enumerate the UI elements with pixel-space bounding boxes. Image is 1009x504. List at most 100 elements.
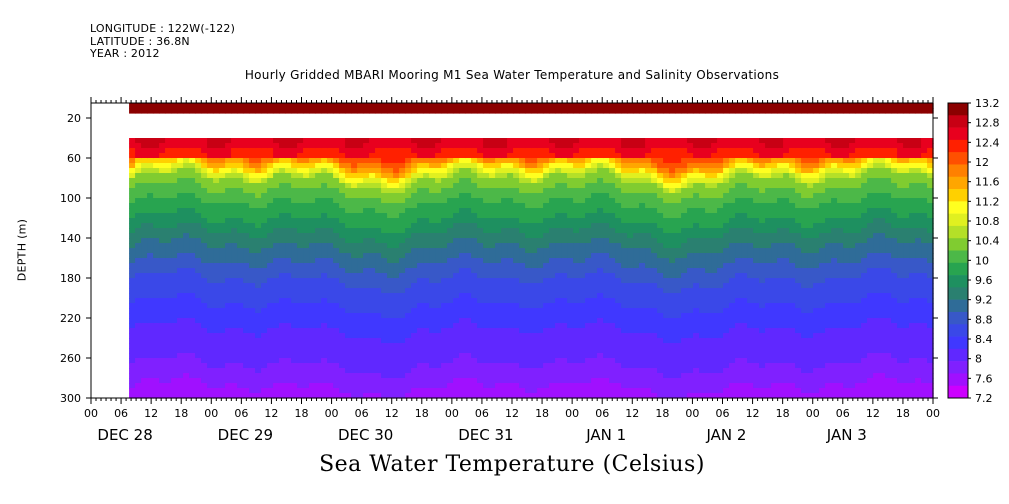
heatmap-cell xyxy=(663,258,670,264)
heatmap-cell xyxy=(255,288,262,294)
heatmap-cell xyxy=(669,293,676,299)
heatmap-cell xyxy=(495,318,502,324)
heatmap-cell xyxy=(207,278,214,284)
heatmap-cell xyxy=(447,188,454,194)
heatmap-cell xyxy=(609,138,616,144)
heatmap-cell xyxy=(543,173,550,179)
heatmap-cell xyxy=(417,388,424,394)
heatmap-cell xyxy=(603,318,610,324)
heatmap-cell xyxy=(669,203,676,209)
heatmap-cell xyxy=(585,163,592,169)
heatmap-cell xyxy=(537,313,544,319)
heatmap-cell xyxy=(597,143,604,149)
heatmap-cell xyxy=(375,148,382,154)
heatmap-cell xyxy=(657,298,664,304)
heatmap-cell xyxy=(243,273,250,279)
heatmap-cell xyxy=(525,258,532,264)
heatmap-cell xyxy=(651,263,658,269)
heatmap-cell xyxy=(363,178,370,184)
heatmap-cell xyxy=(603,393,610,399)
heatmap-cell xyxy=(417,168,424,174)
heatmap-cell xyxy=(369,148,376,154)
heatmap-cell xyxy=(429,233,436,239)
heatmap-cell xyxy=(429,268,436,274)
heatmap-cell xyxy=(309,243,316,249)
heatmap-cell xyxy=(489,343,496,349)
heatmap-cell xyxy=(663,298,670,304)
heatmap-cell xyxy=(621,248,628,254)
heatmap-cell xyxy=(579,138,586,144)
heatmap-cell xyxy=(351,183,358,189)
heatmap-cell xyxy=(573,248,580,254)
heatmap-cell xyxy=(651,288,658,294)
heatmap-cell xyxy=(411,188,418,194)
heatmap-cell xyxy=(249,313,256,319)
heatmap-cell xyxy=(231,268,238,274)
heatmap-cell xyxy=(351,298,358,304)
heatmap-cell xyxy=(249,258,256,264)
heatmap-cell xyxy=(345,108,352,114)
heatmap-cell xyxy=(489,188,496,194)
heatmap-cell xyxy=(213,168,220,174)
heatmap-cell xyxy=(321,253,328,259)
heatmap-cell xyxy=(297,383,304,389)
heatmap-cell xyxy=(327,138,334,144)
heatmap-cell xyxy=(465,233,472,239)
heatmap-cell xyxy=(567,193,574,199)
heatmap-cell xyxy=(633,333,640,339)
heatmap-cell xyxy=(453,288,460,294)
heatmap-cell xyxy=(603,178,610,184)
heatmap-cell xyxy=(159,353,166,359)
heatmap-cell xyxy=(573,188,580,194)
heatmap-cell xyxy=(429,218,436,224)
heatmap-cell xyxy=(243,343,250,349)
heatmap-cell xyxy=(549,188,556,194)
heatmap-cell xyxy=(483,138,490,144)
heatmap-cell xyxy=(609,348,616,354)
heatmap-cell xyxy=(255,368,262,374)
heatmap-cell xyxy=(549,368,556,374)
heatmap-cell xyxy=(171,253,178,259)
heatmap-cell xyxy=(411,338,418,344)
heatmap-cell xyxy=(225,148,232,154)
heatmap-cell xyxy=(285,188,292,194)
heatmap-cell xyxy=(627,103,634,109)
heatmap-cell xyxy=(615,363,622,369)
heatmap-cell xyxy=(261,318,268,324)
heatmap-cell xyxy=(345,278,352,284)
heatmap-cell xyxy=(585,343,592,349)
heatmap-cell xyxy=(609,263,616,269)
heatmap-cell xyxy=(549,318,556,324)
heatmap-cell xyxy=(141,368,148,374)
heatmap-cell xyxy=(579,388,586,394)
heatmap-cell xyxy=(549,313,556,319)
heatmap-cell xyxy=(405,233,412,239)
heatmap-cell xyxy=(495,373,502,379)
heatmap-cell xyxy=(573,313,580,319)
heatmap-cell xyxy=(471,233,478,239)
heatmap-cell xyxy=(159,368,166,374)
heatmap-cell xyxy=(267,328,274,334)
heatmap-cell xyxy=(519,148,526,154)
heatmap-cell xyxy=(369,153,376,159)
heatmap-cell xyxy=(561,368,568,374)
heatmap-cell xyxy=(369,388,376,394)
heatmap-cell xyxy=(519,323,526,329)
heatmap-cell xyxy=(153,263,160,269)
heatmap-cell xyxy=(405,163,412,169)
heatmap-cell xyxy=(315,193,322,199)
heatmap-cell xyxy=(477,233,484,239)
heatmap-cell xyxy=(381,148,388,154)
heatmap-cell xyxy=(609,218,616,224)
heatmap-cell xyxy=(171,193,178,199)
heatmap-cell xyxy=(501,388,508,394)
heatmap-cell xyxy=(489,103,496,109)
heatmap-cell xyxy=(597,328,604,334)
heatmap-cell xyxy=(591,333,598,339)
heatmap-cell xyxy=(609,148,616,154)
heatmap-cell xyxy=(315,238,322,244)
heatmap-cell xyxy=(411,153,418,159)
heatmap-cell xyxy=(237,318,244,324)
heatmap-cell xyxy=(291,333,298,339)
heatmap-cell xyxy=(663,163,670,169)
